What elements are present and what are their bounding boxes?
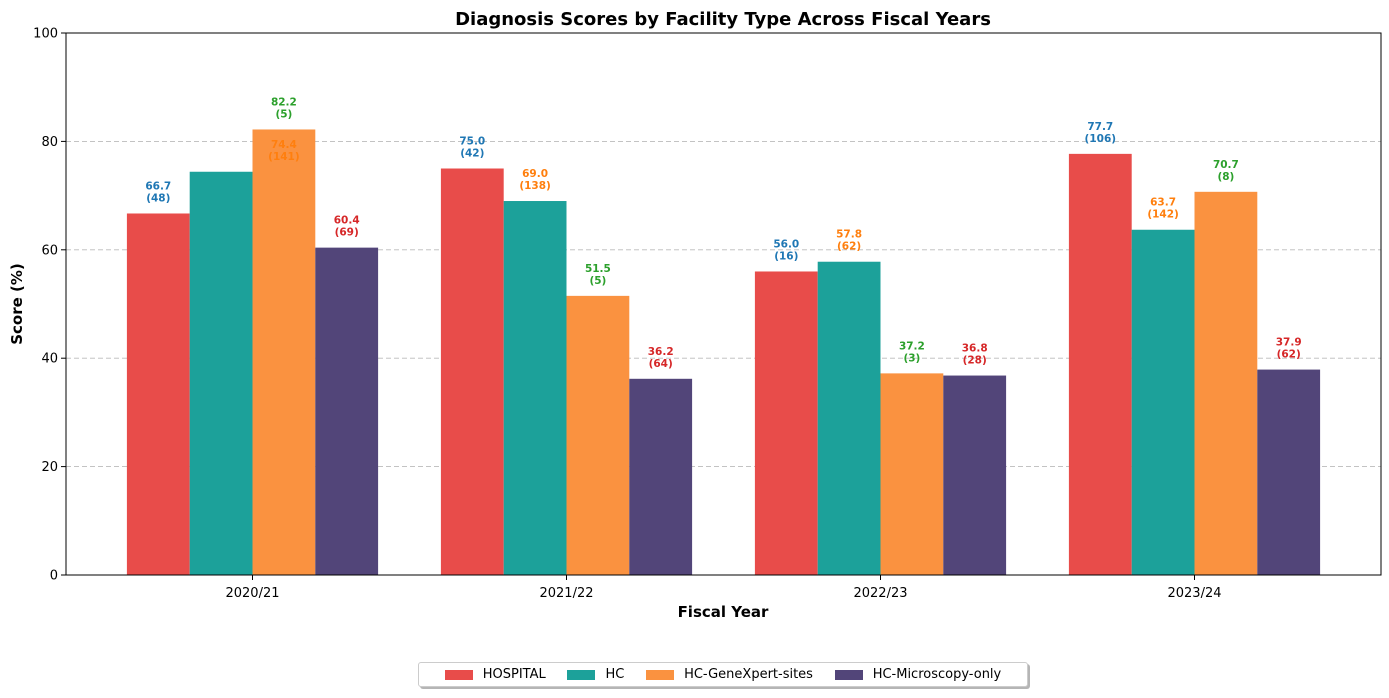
y-tick-label: 100 <box>33 27 58 42</box>
legend-swatch <box>646 669 675 680</box>
bar <box>189 171 253 575</box>
y-tick-label: 0 <box>50 569 58 584</box>
count-label: (62) <box>837 241 861 253</box>
count-label: (106) <box>1085 133 1117 145</box>
bar <box>880 373 944 575</box>
x-tick-label: 2020/21 <box>225 586 279 601</box>
legend-entry-hc: HC <box>567 667 624 682</box>
data-label: 66.7 <box>145 180 171 192</box>
data-label: 37.2 <box>899 340 925 352</box>
count-label: (62) <box>1277 349 1301 361</box>
data-label: 56.0 <box>773 238 799 250</box>
y-tick-label: 20 <box>41 460 58 475</box>
data-label: 51.5 <box>585 263 611 275</box>
count-label: (138) <box>519 180 551 192</box>
data-label: 82.2 <box>271 96 297 108</box>
count-label: (3) <box>903 352 920 364</box>
legend-label: HC-GeneXpert-sites <box>684 667 813 682</box>
x-tick-label: 2021/22 <box>539 586 593 601</box>
legend-entry-hc-genexpert: HC-GeneXpert-sites <box>646 667 813 682</box>
bar <box>629 378 693 575</box>
count-label: (69) <box>335 227 359 239</box>
bar <box>817 261 881 575</box>
bar <box>126 213 190 575</box>
bar <box>566 295 630 575</box>
plot-frame <box>65 32 1382 576</box>
count-label: (141) <box>268 151 300 163</box>
bar <box>1194 191 1258 575</box>
bar-labels: 66.7(48)75.0(42)56.0(16)77.7(106)74.4(14… <box>145 96 1301 369</box>
bar <box>252 129 316 575</box>
data-label: 77.7 <box>1087 121 1113 133</box>
bar <box>1257 369 1321 575</box>
bar <box>315 247 379 575</box>
count-label: (5) <box>275 108 292 120</box>
legend-swatch <box>834 669 863 680</box>
bar <box>1068 153 1132 575</box>
data-label: 69.0 <box>522 168 548 180</box>
legend-entry-hospital: HOSPITAL <box>444 667 546 682</box>
x-axis-label: Fiscal Year <box>678 603 769 621</box>
bar <box>1131 229 1195 575</box>
count-label: (5) <box>589 275 606 287</box>
data-label: 63.7 <box>1150 197 1176 209</box>
data-label: 70.7 <box>1213 159 1239 171</box>
legend-entry-hc-microscopy: HC-Microscopy-only <box>834 667 1002 682</box>
legend-label: HOSPITAL <box>482 667 546 682</box>
data-label: 60.4 <box>334 215 360 227</box>
count-label: (42) <box>460 148 484 160</box>
data-label: 57.8 <box>836 229 862 241</box>
y-axis: 0 20 40 60 80 100 <box>33 27 66 584</box>
legend-swatch <box>567 669 596 680</box>
data-label: 74.4 <box>271 139 297 151</box>
chart-title: Diagnosis Scores by Facility Type Across… <box>455 9 991 30</box>
y-tick-label: 60 <box>41 243 58 258</box>
count-label: (16) <box>774 250 798 262</box>
bar <box>754 271 818 575</box>
x-tick-label: 2023/24 <box>1167 586 1221 601</box>
count-label: (142) <box>1147 209 1179 221</box>
legend-label: HC-Microscopy-only <box>872 667 1002 682</box>
bar <box>440 168 504 575</box>
legend: HOSPITAL HC HC-GeneXpert-sites HC-Micros… <box>418 662 1028 687</box>
bar-chart: Diagnosis Scores by Facility Type Across… <box>8 9 1382 621</box>
count-label: (48) <box>146 192 170 204</box>
count-label: (8) <box>1217 171 1234 183</box>
count-label: (28) <box>963 355 987 367</box>
data-label: 37.9 <box>1276 337 1302 349</box>
data-label: 36.2 <box>648 346 674 358</box>
bar <box>943 375 1007 575</box>
bar <box>503 201 567 575</box>
x-axis: 2020/21 2021/22 2022/23 2023/24 <box>225 575 1222 601</box>
y-axis-label: Score (%) <box>8 263 26 345</box>
data-label: 36.8 <box>962 343 988 355</box>
data-label: 75.0 <box>459 136 485 148</box>
count-label: (64) <box>649 358 673 370</box>
y-tick-label: 40 <box>41 352 58 367</box>
y-tick-label: 80 <box>41 135 58 150</box>
x-tick-label: 2022/23 <box>853 586 907 601</box>
legend-label: HC <box>605 667 625 682</box>
bars <box>126 129 1321 575</box>
legend-swatch <box>444 669 473 680</box>
